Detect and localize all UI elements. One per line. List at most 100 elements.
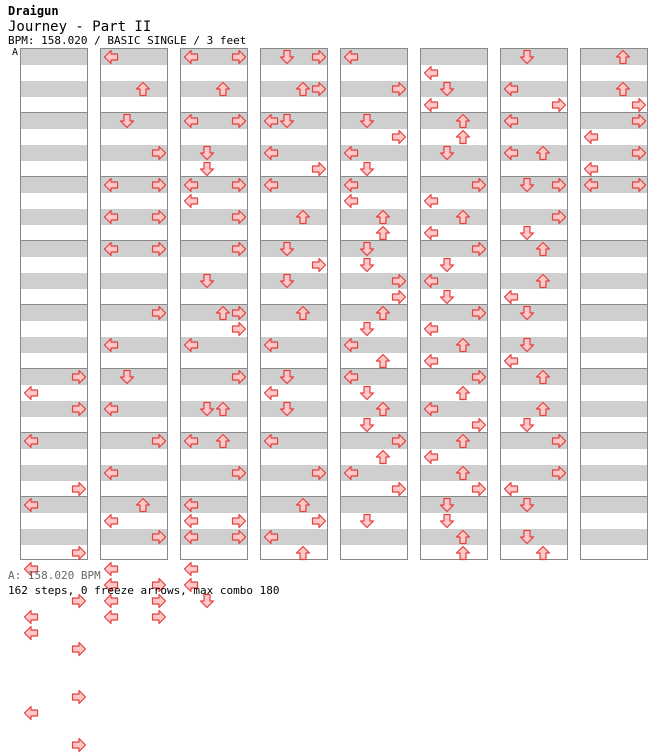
measure-line <box>581 432 647 433</box>
down-arrow-icon <box>439 81 455 97</box>
right-arrow-icon <box>391 273 407 289</box>
down-arrow-icon <box>359 385 375 401</box>
left-arrow-icon <box>183 433 199 449</box>
measure-line <box>421 432 487 433</box>
up-arrow-icon <box>455 529 471 545</box>
measure-line <box>501 496 567 497</box>
left-arrow-icon <box>423 401 439 417</box>
down-arrow-icon <box>359 241 375 257</box>
right-arrow-icon <box>151 305 167 321</box>
right-arrow-icon <box>71 641 87 657</box>
right-arrow-icon <box>231 209 247 225</box>
measure-line <box>101 368 167 369</box>
down-arrow-icon <box>519 417 535 433</box>
measure-line <box>261 496 327 497</box>
left-arrow-icon <box>423 97 439 113</box>
right-arrow-icon <box>471 481 487 497</box>
measure-line <box>421 176 487 177</box>
up-arrow-icon <box>615 81 631 97</box>
measure-line <box>421 304 487 305</box>
left-arrow-icon <box>583 129 599 145</box>
down-arrow-icon <box>279 369 295 385</box>
measure-line <box>341 368 407 369</box>
left-arrow-icon <box>103 513 119 529</box>
measure-line <box>101 176 167 177</box>
left-arrow-icon <box>503 113 519 129</box>
chart-column <box>420 48 488 561</box>
left-arrow-icon <box>103 577 119 593</box>
up-arrow-icon <box>455 129 471 145</box>
left-arrow-icon <box>103 401 119 417</box>
left-arrow-icon <box>183 561 199 577</box>
measure-line <box>181 496 247 497</box>
measure-line <box>341 432 407 433</box>
measure-line <box>501 240 567 241</box>
measure-line <box>261 304 327 305</box>
down-arrow-icon <box>359 257 375 273</box>
measure-line <box>21 176 87 177</box>
artist-name: Draigun <box>8 4 59 18</box>
right-arrow-icon <box>231 305 247 321</box>
left-arrow-icon <box>183 177 199 193</box>
left-arrow-icon <box>103 209 119 225</box>
measure-line <box>181 368 247 369</box>
up-arrow-icon <box>375 225 391 241</box>
measure-line <box>421 112 487 113</box>
down-arrow-icon <box>439 145 455 161</box>
up-arrow-icon <box>455 337 471 353</box>
left-arrow-icon <box>23 561 39 577</box>
right-arrow-icon <box>71 545 87 561</box>
right-arrow-icon <box>231 113 247 129</box>
right-arrow-icon <box>231 177 247 193</box>
right-arrow-icon <box>231 465 247 481</box>
up-arrow-icon <box>375 305 391 321</box>
left-arrow-icon <box>343 193 359 209</box>
chart-column <box>180 48 248 609</box>
left-arrow-icon <box>423 273 439 289</box>
right-arrow-icon <box>71 689 87 705</box>
left-arrow-icon <box>183 577 199 593</box>
up-arrow-icon <box>295 545 311 561</box>
right-arrow-icon <box>631 97 647 113</box>
right-arrow-icon <box>551 465 567 481</box>
right-arrow-icon <box>391 289 407 305</box>
left-arrow-icon <box>103 593 119 609</box>
right-arrow-icon <box>71 369 87 385</box>
right-arrow-icon <box>631 177 647 193</box>
measure-line <box>341 496 407 497</box>
left-arrow-icon <box>583 177 599 193</box>
right-arrow-icon <box>311 161 327 177</box>
up-arrow-icon <box>535 273 551 289</box>
right-arrow-icon <box>471 241 487 257</box>
up-arrow-icon <box>215 81 231 97</box>
left-arrow-icon <box>263 433 279 449</box>
down-arrow-icon <box>199 401 215 417</box>
chart-column <box>340 48 408 560</box>
down-arrow-icon <box>439 497 455 513</box>
up-arrow-icon <box>535 241 551 257</box>
left-arrow-icon <box>103 561 119 577</box>
up-arrow-icon <box>295 81 311 97</box>
down-arrow-icon <box>119 113 135 129</box>
left-arrow-icon <box>423 65 439 81</box>
left-arrow-icon <box>343 177 359 193</box>
right-arrow-icon <box>231 241 247 257</box>
measure-line <box>21 432 87 433</box>
right-arrow-icon <box>71 481 87 497</box>
measure-line <box>101 496 167 497</box>
chart-column <box>100 48 168 625</box>
right-arrow-icon <box>391 481 407 497</box>
bpm-marker: A <box>12 47 19 58</box>
right-arrow-icon <box>151 577 167 593</box>
right-arrow-icon <box>231 321 247 337</box>
up-arrow-icon <box>535 145 551 161</box>
measure-line <box>581 240 647 241</box>
up-arrow-icon <box>535 545 551 561</box>
measure-line <box>581 304 647 305</box>
left-arrow-icon <box>103 337 119 353</box>
measure-line <box>581 112 647 113</box>
chart-column <box>20 48 88 753</box>
up-arrow-icon <box>215 305 231 321</box>
up-arrow-icon <box>295 305 311 321</box>
measure-line <box>421 368 487 369</box>
